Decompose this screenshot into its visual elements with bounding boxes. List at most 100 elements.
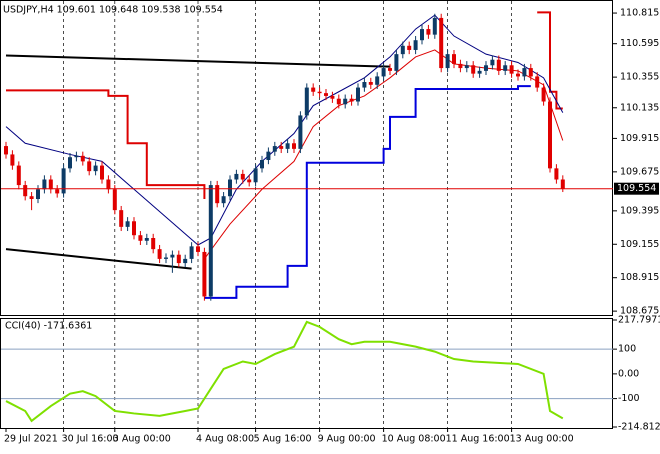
cci-panel — [0, 318, 613, 429]
candle-body — [183, 258, 188, 264]
candle-body — [432, 17, 437, 35]
candle-body — [375, 76, 380, 85]
x-tick-label: 30 Jul 16:00 — [62, 434, 119, 445]
candle-body — [445, 54, 450, 69]
x-tick-label: 13 Aug 00:00 — [510, 434, 574, 445]
candle-body — [132, 221, 136, 236]
last-price-label: 109.554 — [617, 183, 656, 194]
candle-body — [42, 179, 47, 190]
chart-title: USDJPY,H4 109.601 109.648 109.538 109.55… — [3, 5, 223, 16]
y-tick-label: 109.675 — [620, 166, 659, 177]
candle-body — [80, 155, 85, 162]
candle-body — [464, 65, 469, 69]
candle-body — [202, 251, 207, 297]
candle-body — [36, 189, 40, 199]
x-tick-label: 10 Aug 08:00 — [382, 434, 446, 445]
candle-body — [356, 87, 360, 102]
y-tick-label: -100 — [618, 393, 640, 404]
candle-body — [541, 87, 546, 102]
y-tick-label: 108.915 — [620, 272, 659, 283]
candle-body — [439, 17, 444, 69]
candle-body — [138, 235, 143, 241]
y-tick-label: -214.8128 — [618, 422, 660, 433]
x-tick-label: 5 Aug 16:00 — [254, 434, 312, 445]
x-tick-label: 9 Aug 00:00 — [318, 434, 376, 445]
candle-body — [516, 73, 520, 77]
y-tick-label: 110.815 — [620, 8, 659, 19]
x-tick-label: 4 Aug 08:00 — [196, 434, 254, 445]
indicator-title: CCI(40) -171.6361 — [5, 321, 92, 332]
candle-body — [176, 254, 181, 264]
candle-body — [23, 185, 28, 197]
candle-body — [522, 68, 527, 77]
candle-body — [484, 65, 488, 71]
candle-body — [368, 82, 373, 85]
candle-body — [349, 98, 354, 102]
y-tick-label: 217.7971 — [618, 315, 660, 326]
candle-body — [407, 45, 412, 50]
candle-body — [74, 155, 79, 158]
candle-body — [292, 143, 296, 149]
candle-body — [554, 168, 559, 180]
candle-body — [247, 179, 252, 183]
y-tick-label: 110.355 — [620, 72, 659, 83]
candle-body — [266, 151, 271, 160]
x-tick-label: 3 Aug 00:00 — [113, 434, 171, 445]
candle-body — [48, 179, 53, 190]
candle-body — [112, 189, 117, 211]
candle-body — [496, 59, 501, 71]
candle-body — [16, 165, 21, 186]
candle-body — [189, 246, 194, 259]
candle-body — [330, 95, 335, 99]
candle-body — [164, 257, 168, 259]
candle-body — [420, 29, 424, 41]
candle-body — [106, 179, 111, 190]
candle-body — [119, 210, 124, 227]
candle-body — [196, 246, 200, 252]
candle-body — [535, 76, 540, 88]
candle-body — [304, 87, 309, 116]
candle-body — [381, 68, 386, 77]
candle-body — [55, 189, 60, 194]
candle-body — [362, 82, 367, 88]
candle-body — [87, 161, 92, 172]
x-tick-label: 11 Aug 16:00 — [446, 434, 510, 445]
candle-body — [100, 165, 104, 180]
y-tick-label: 108.675 — [620, 306, 659, 317]
y-tick-label: 109.155 — [620, 239, 659, 250]
candle-body — [157, 249, 162, 259]
x-tick-label: 29 Jul 2021 — [4, 434, 58, 445]
candle-body — [170, 254, 175, 258]
candle-body — [61, 168, 66, 194]
candle-body — [298, 115, 303, 149]
candle-body — [317, 91, 322, 94]
candle-body — [215, 185, 220, 204]
candle-body — [400, 45, 405, 55]
candle-body — [452, 54, 456, 64]
candle-body — [279, 146, 284, 149]
candle-body — [311, 87, 316, 92]
candle-body — [336, 98, 341, 105]
indicator-line — [203, 49, 564, 260]
main-panel — [0, 0, 613, 316]
candle-body — [221, 196, 226, 204]
candle-body — [260, 160, 264, 169]
candle-body — [394, 54, 399, 71]
indicator-line — [6, 89, 206, 199]
indicator-line — [5, 14, 564, 246]
candle-body — [125, 221, 130, 227]
candle-body — [272, 146, 277, 152]
candle-body — [560, 179, 565, 189]
candle-body — [509, 65, 514, 74]
candle-body — [548, 101, 552, 169]
y-tick-label: 109.915 — [620, 133, 659, 144]
y-tick-label: 0.00 — [618, 368, 639, 379]
indicator-line — [5, 248, 192, 270]
candle-body — [4, 146, 8, 155]
candle-body — [68, 157, 72, 169]
indicator-line — [204, 85, 531, 299]
candle-body — [388, 68, 392, 71]
candle-body — [503, 65, 508, 71]
indicator-line — [5, 320, 564, 423]
